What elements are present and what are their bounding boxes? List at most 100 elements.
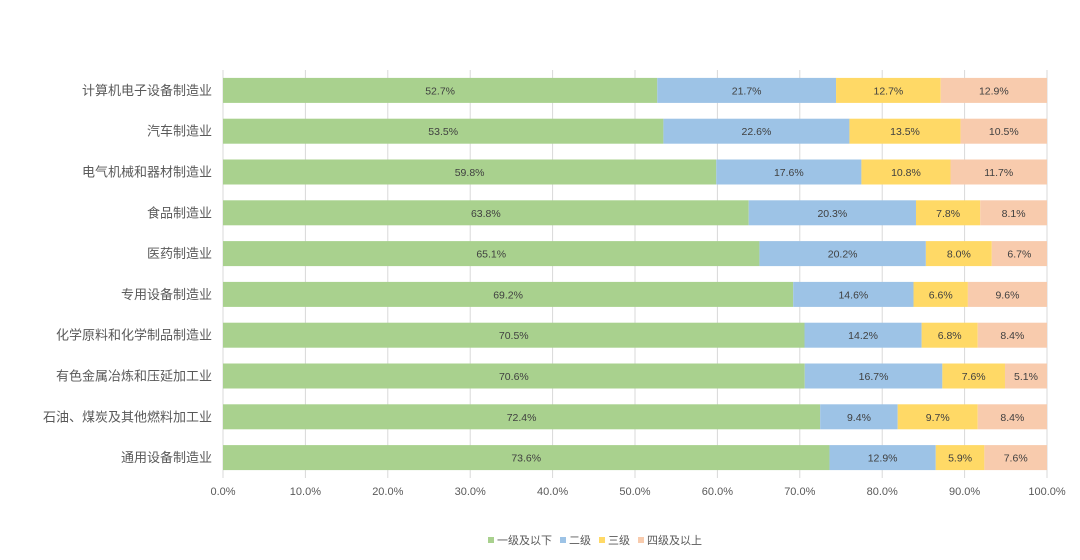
bar-segment xyxy=(925,241,992,267)
data-label: 8.0% xyxy=(947,249,971,261)
bar-segment xyxy=(980,200,1047,226)
legend-swatch xyxy=(638,537,644,543)
bar-segment xyxy=(967,281,1047,307)
category-labels: 计算机电子设备制造业汽车制造业电气机械和器材制造业食品制造业医药制造业专用设备制… xyxy=(43,83,212,466)
data-label: 69.2% xyxy=(493,289,523,301)
bars xyxy=(223,77,1047,471)
data-label: 7.8% xyxy=(936,208,960,220)
data-label: 6.6% xyxy=(929,289,953,301)
data-label: 8.1% xyxy=(1002,208,1026,220)
data-label: 9.4% xyxy=(847,412,871,424)
bar-segment xyxy=(984,445,1047,471)
x-tick-label: 80.0% xyxy=(867,486,898,498)
bar-segment xyxy=(759,241,926,267)
x-tick-label: 50.0% xyxy=(619,486,650,498)
bar-segment xyxy=(663,118,850,144)
category-label: 电气机械和器材制造业 xyxy=(82,165,212,181)
bar-segment xyxy=(915,200,981,226)
data-label: 5.9% xyxy=(948,453,972,465)
bar-segment xyxy=(1004,363,1047,389)
legend-swatch xyxy=(488,537,494,543)
bar-segment xyxy=(804,363,943,389)
x-tick-label: 40.0% xyxy=(537,486,568,498)
data-label: 11.7% xyxy=(984,167,1013,179)
x-tick-label: 0.0% xyxy=(210,486,235,498)
x-tick-label: 70.0% xyxy=(784,486,815,498)
data-label: 12.9% xyxy=(979,85,1009,97)
bar-segment xyxy=(913,281,968,307)
data-labels: 52.7% 21.7% 12.7% 12.9% 53.5% 22.6% 13.5% 10.5%… xyxy=(425,85,1038,464)
bar-segment xyxy=(716,159,862,185)
legend-label: 二级 xyxy=(569,534,591,547)
data-label: 8.4% xyxy=(1000,412,1024,424)
data-label: 22.6% xyxy=(742,126,772,138)
data-label: 20.2% xyxy=(828,249,858,261)
bar-segment xyxy=(921,322,978,348)
data-label: 9.6% xyxy=(995,289,1019,301)
data-label: 7.6% xyxy=(962,371,986,383)
x-axis-ticks: 0.0% 10.0% 20.0% 30.0% 40.0% 50.0% 60.0% 70.0% 8… xyxy=(210,486,1065,498)
x-tick-label: 20.0% xyxy=(372,486,403,498)
data-label: 5.1% xyxy=(1014,371,1038,383)
data-label: 72.4% xyxy=(507,412,537,424)
data-label: 59.8% xyxy=(455,167,485,179)
legend: 一级及以下 二级 三级 四级及以上 xyxy=(488,534,702,547)
x-tick-label: 60.0% xyxy=(702,486,733,498)
data-label: 14.2% xyxy=(848,330,878,342)
data-label: 9.7% xyxy=(926,412,950,424)
bar-segment xyxy=(977,404,1047,430)
x-tick-label: 100.0% xyxy=(1028,486,1066,498)
legend-label: 三级 xyxy=(608,534,630,547)
x-tick-label: 30.0% xyxy=(455,486,486,498)
category-label: 通用设备制造业 xyxy=(121,450,212,466)
bar-segment xyxy=(223,322,805,348)
data-label: 10.5% xyxy=(989,126,1019,138)
bar-segment xyxy=(849,118,961,144)
bar-segment xyxy=(223,77,658,103)
bar-segment xyxy=(223,241,760,267)
bar-segment xyxy=(942,363,1005,389)
data-label: 70.6% xyxy=(499,371,529,383)
bar-segment xyxy=(657,77,837,103)
data-label: 12.7% xyxy=(873,85,903,97)
category-label: 有色金属冶炼和压延加工业 xyxy=(56,369,212,385)
bar-segment xyxy=(940,77,1047,103)
x-tick-label: 90.0% xyxy=(949,486,980,498)
data-label: 20.3% xyxy=(817,208,847,220)
data-label: 8.4% xyxy=(1000,330,1024,342)
data-label: 7.6% xyxy=(1004,453,1028,465)
category-label: 汽车制造业 xyxy=(147,124,212,140)
x-tick-label: 10.0% xyxy=(290,486,321,498)
data-label: 12.9% xyxy=(868,453,898,465)
data-label: 6.8% xyxy=(938,330,962,342)
bar-segment xyxy=(223,159,717,185)
data-label: 53.5% xyxy=(428,126,458,138)
bar-segment xyxy=(935,445,985,471)
data-label: 21.7% xyxy=(732,85,762,97)
data-label: 14.6% xyxy=(838,289,868,301)
data-label: 65.1% xyxy=(476,249,506,261)
legend-label: 四级及以上 xyxy=(647,534,702,547)
bar-segment xyxy=(223,200,749,226)
bar-segment xyxy=(804,322,922,348)
bar-segment xyxy=(820,404,898,430)
bar-segment xyxy=(960,118,1047,144)
bar-segment xyxy=(748,200,916,226)
bar-segment xyxy=(223,281,794,307)
data-label: 52.7% xyxy=(425,85,455,97)
category-label: 化学原料和化学制品制造业 xyxy=(56,328,212,344)
bar-segment xyxy=(829,445,936,471)
category-label: 食品制造业 xyxy=(147,205,212,221)
category-label: 专用设备制造业 xyxy=(121,287,212,303)
data-label: 16.7% xyxy=(859,371,889,383)
bar-segment xyxy=(793,281,914,307)
data-label: 63.8% xyxy=(471,208,501,220)
bar-segment xyxy=(861,159,951,185)
category-label: 计算机电子设备制造业 xyxy=(82,83,212,99)
data-label: 10.8% xyxy=(891,167,921,179)
category-label: 医药制造业 xyxy=(147,247,212,262)
bar-segment xyxy=(977,322,1047,348)
bar-segment xyxy=(223,445,830,471)
bar-segment xyxy=(897,404,978,430)
